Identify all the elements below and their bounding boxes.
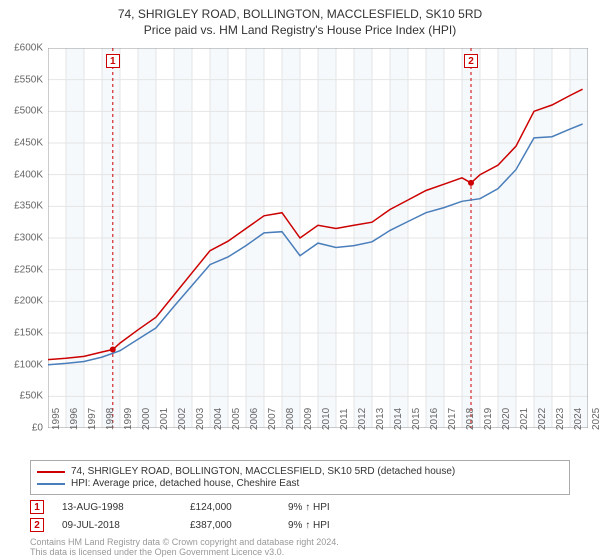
x-axis-label: 2021 (519, 408, 530, 430)
x-axis-label: 1999 (123, 408, 134, 430)
legend-label: 74, SHRIGLEY ROAD, BOLLINGTON, MACCLESFI… (71, 466, 455, 477)
x-axis-label: 2000 (141, 408, 152, 430)
event-pct: 9% ↑ HPI (288, 502, 368, 513)
footer-line1: Contains HM Land Registry data © Crown c… (30, 537, 339, 547)
y-axis-label: £600K (14, 43, 43, 54)
x-axis-label: 2004 (213, 408, 224, 430)
x-axis-label: 2024 (573, 408, 584, 430)
x-axis-label: 1997 (87, 408, 98, 430)
title-block: 74, SHRIGLEY ROAD, BOLLINGTON, MACCLESFI… (0, 0, 600, 38)
title-line1: 74, SHRIGLEY ROAD, BOLLINGTON, MACCLESFI… (0, 6, 600, 22)
legend-box: 74, SHRIGLEY ROAD, BOLLINGTON, MACCLESFI… (30, 460, 570, 495)
event-table: 1 13-AUG-1998 £124,000 9% ↑ HPI 2 09-JUL-2018… (30, 500, 368, 536)
y-axis-label: £450K (14, 138, 43, 149)
event-marker: 2 (30, 518, 44, 532)
y-axis-label: £400K (14, 169, 43, 180)
legend-swatch (37, 471, 65, 473)
legend-item: 74, SHRIGLEY ROAD, BOLLINGTON, MACCLESFI… (37, 466, 563, 477)
y-axis-label: £0 (32, 423, 43, 434)
x-axis-label: 2005 (231, 408, 242, 430)
footer-attribution: Contains HM Land Registry data © Crown c… (30, 537, 339, 558)
x-axis-label: 2006 (249, 408, 260, 430)
y-axis-label: £50K (20, 391, 43, 402)
footer-line2: This data is licensed under the Open Gov… (30, 547, 339, 557)
x-axis-label: 2012 (357, 408, 368, 430)
x-axis-label: 2022 (537, 408, 548, 430)
event-price: £387,000 (190, 520, 270, 531)
x-axis-label: 2003 (195, 408, 206, 430)
x-axis-label: 1998 (105, 408, 116, 430)
x-axis-label: 2011 (339, 408, 350, 430)
x-axis-label: 2008 (285, 408, 296, 430)
legend-swatch (37, 483, 65, 485)
x-axis-label: 2009 (303, 408, 314, 430)
title-line2: Price paid vs. HM Land Registry's House … (0, 22, 600, 38)
x-axis-label: 1996 (69, 408, 80, 430)
y-axis-label: £500K (14, 106, 43, 117)
event-row: 2 09-JUL-2018 £387,000 9% ↑ HPI (30, 518, 368, 532)
x-axis-label: 2010 (321, 408, 332, 430)
x-axis-label: 2002 (177, 408, 188, 430)
event-price: £124,000 (190, 502, 270, 513)
y-axis-label: £250K (14, 264, 43, 275)
event-pct: 9% ↑ HPI (288, 520, 368, 531)
chart-area: £0£50K£100K£150K£200K£250K£300K£350K£400… (48, 48, 588, 428)
event-row: 1 13-AUG-1998 £124,000 9% ↑ HPI (30, 500, 368, 514)
event-date: 13-AUG-1998 (62, 502, 172, 513)
y-axis-label: £550K (14, 74, 43, 85)
y-axis-label: £150K (14, 328, 43, 339)
event-date: 09-JUL-2018 (62, 520, 172, 531)
x-axis-label: 1995 (51, 408, 62, 430)
x-axis-label: 2023 (555, 408, 566, 430)
chart-marker: 2 (464, 54, 478, 68)
y-axis-label: £350K (14, 201, 43, 212)
y-axis-label: £300K (14, 233, 43, 244)
x-axis-label: 2025 (591, 408, 600, 430)
chart-marker: 1 (106, 54, 120, 68)
x-axis-label: 2017 (447, 408, 458, 430)
event-marker: 1 (30, 500, 44, 514)
y-axis-label: £200K (14, 296, 43, 307)
legend-item: HPI: Average price, detached house, Ches… (37, 478, 563, 489)
x-axis-label: 2019 (483, 408, 494, 430)
chart-svg (48, 48, 588, 428)
x-axis-label: 2015 (411, 408, 422, 430)
x-axis-label: 2016 (429, 408, 440, 430)
x-axis-label: 2013 (375, 408, 386, 430)
x-axis-label: 2014 (393, 408, 404, 430)
x-axis-label: 2001 (159, 408, 170, 430)
legend-label: HPI: Average price, detached house, Ches… (71, 478, 299, 489)
x-axis-label: 2007 (267, 408, 278, 430)
y-axis-label: £100K (14, 359, 43, 370)
chart-container: 74, SHRIGLEY ROAD, BOLLINGTON, MACCLESFI… (0, 0, 600, 560)
x-axis-label: 2018 (465, 408, 476, 430)
x-axis-label: 2020 (501, 408, 512, 430)
